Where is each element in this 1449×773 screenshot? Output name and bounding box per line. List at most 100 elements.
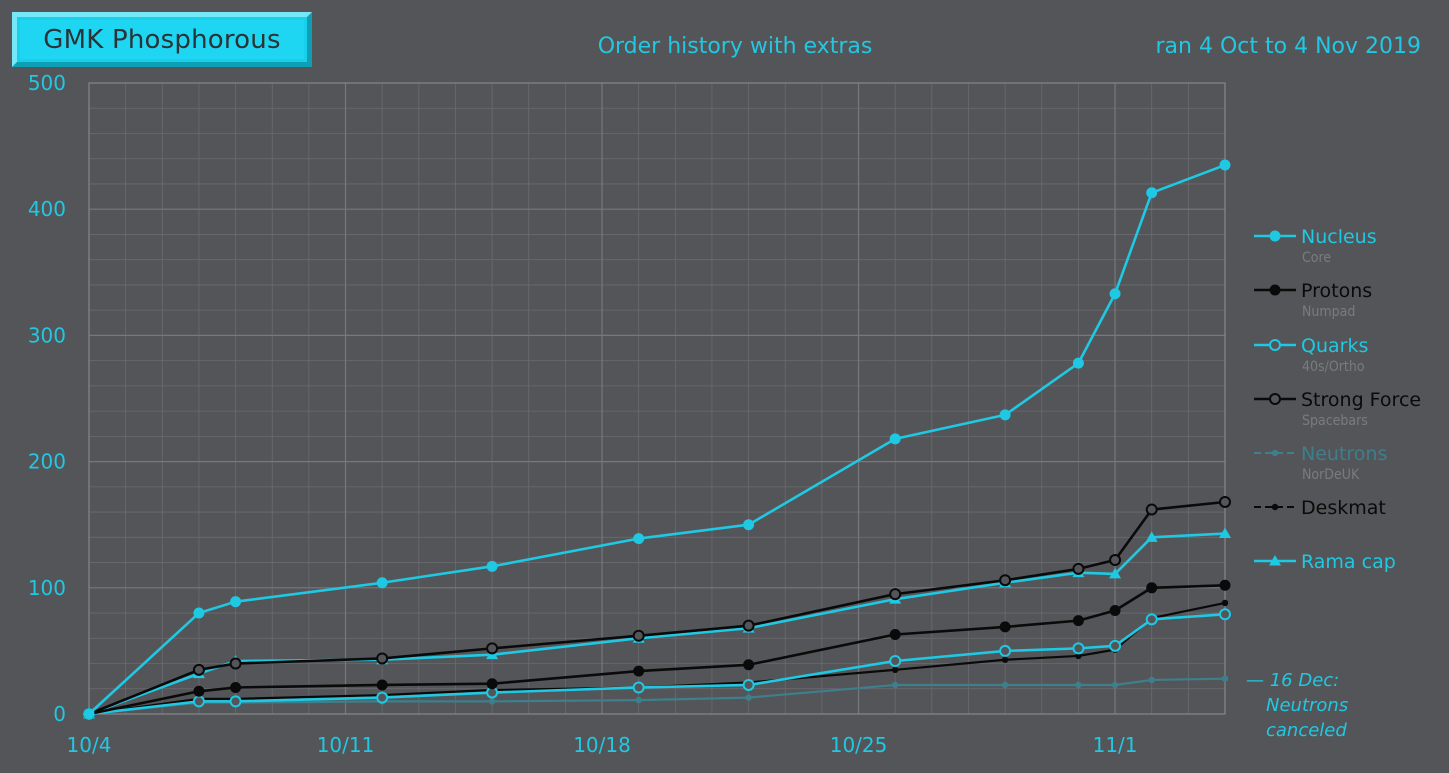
data-point-strong-force — [1219, 495, 1231, 508]
data-point-deskmat — [891, 666, 899, 674]
y-tick-label: 200 — [28, 450, 66, 474]
data-point-protons — [633, 665, 645, 677]
chart-axes — [88, 82, 1226, 715]
data-point-quarks — [376, 691, 389, 704]
annotation-neutrons-canceled: — 16 Dec: Neutrons canceled — [1246, 668, 1348, 743]
data-point-strong-force — [192, 663, 205, 676]
y-tick-label: 500 — [28, 71, 66, 95]
data-point-nucleus — [83, 708, 95, 720]
legend-label: Rama cap — [1301, 551, 1396, 573]
data-point-rama-cap — [1109, 567, 1122, 579]
data-point-nucleus — [1109, 288, 1121, 300]
data-point-neutrons — [635, 696, 642, 704]
x-tick-label: 10/11 — [317, 733, 375, 757]
brand-badge: GMK Phosphorous — [12, 12, 312, 67]
series-quarks — [83, 608, 1231, 720]
series-line-nucleus — [88, 163, 1226, 715]
legend-swatch-marker — [1269, 555, 1281, 566]
annotation-line-1: — 16 Dec: — [1246, 670, 1340, 691]
series-line-neutrons — [88, 677, 1226, 716]
legend-item-neutrons: Neutrons NorDeUK — [1252, 443, 1442, 491]
series-nucleus — [83, 159, 1231, 720]
data-point-nucleus — [1072, 357, 1084, 369]
data-point-nucleus — [633, 533, 645, 545]
data-point-strong-force — [889, 588, 902, 601]
data-point-neutrons — [891, 681, 899, 689]
data-point-protons — [999, 621, 1011, 633]
data-point-nucleus — [743, 519, 755, 531]
x-tick-label: 10/4 — [67, 733, 112, 757]
y-tick-label: 100 — [28, 576, 66, 600]
data-point-protons — [1146, 582, 1158, 594]
data-point-strong-force — [999, 574, 1012, 587]
data-point-quarks — [229, 695, 242, 708]
series-line-strong-force — [88, 500, 1226, 716]
data-point-quarks — [999, 644, 1012, 657]
legend-sublabel: Core — [1302, 250, 1332, 266]
series-strong-force — [83, 495, 1231, 720]
data-point-deskmat — [1001, 656, 1009, 663]
legend-swatch-nucleus — [1254, 230, 1296, 242]
data-point-strong-force — [1145, 503, 1158, 516]
data-point-quarks — [1072, 642, 1085, 655]
data-point-strong-force — [1109, 554, 1122, 567]
data-point-deskmat — [1075, 652, 1082, 660]
data-point-protons — [486, 678, 498, 690]
data-point-nucleus — [999, 409, 1011, 421]
legend-label: Nucleus — [1301, 226, 1377, 248]
legend-swatch-marker — [1271, 449, 1279, 457]
data-point-neutrons — [1221, 675, 1229, 682]
data-point-rama-cap — [1219, 527, 1231, 539]
legend-label: Strong Force — [1301, 389, 1422, 411]
data-point-quarks — [742, 678, 755, 691]
legend-label: Protons — [1301, 280, 1373, 302]
annotation-line-2: Neutrons — [1266, 695, 1349, 716]
legend-swatch-rama-cap — [1254, 555, 1296, 566]
grid-major — [89, 83, 1225, 714]
series-line-deskmat — [88, 601, 1226, 716]
x-axis-ticks: 10/4 10/11 10/18 10/25 11/1 — [67, 733, 1138, 757]
legend-item-strong-force: Strong Force Spacebars — [1252, 389, 1442, 437]
data-point-protons — [889, 628, 901, 640]
data-point-protons — [193, 685, 205, 697]
data-point-quarks — [1145, 613, 1158, 626]
data-point-protons — [230, 681, 242, 693]
data-point-nucleus — [230, 596, 242, 608]
data-point-neutrons — [1075, 681, 1082, 689]
data-point-quarks — [632, 681, 645, 694]
x-tick-label: 10/25 — [830, 733, 888, 757]
legend-swatch-strong-force — [1254, 393, 1296, 405]
data-point-neutrons — [1148, 676, 1155, 684]
legend-label: Quarks — [1301, 335, 1369, 357]
data-point-neutrons — [1111, 681, 1119, 689]
data-point-nucleus — [193, 607, 205, 619]
data-point-strong-force — [376, 652, 389, 665]
series-layer — [83, 159, 1231, 720]
legend-swatch-marker — [1269, 284, 1281, 296]
data-point-protons — [376, 679, 388, 691]
legend-sublabel: Numpad — [1302, 304, 1356, 320]
annotation-line-3: canceled — [1266, 720, 1347, 741]
y-tick-label: 300 — [28, 323, 66, 347]
data-point-nucleus — [1219, 159, 1231, 171]
data-point-nucleus — [1146, 187, 1158, 199]
data-point-neutrons — [488, 698, 496, 705]
legend-swatch-deskmat — [1254, 503, 1296, 511]
legend-label: Deskmat — [1301, 497, 1386, 519]
data-point-protons — [743, 659, 755, 671]
legend-item-nucleus: Nucleus Core — [1252, 226, 1442, 274]
legend-swatch-marker — [1269, 230, 1281, 242]
legend-item-protons: Protons Numpad — [1252, 280, 1442, 328]
legend-sublabel: 40s/Ortho — [1302, 359, 1365, 375]
data-point-quarks — [889, 654, 902, 667]
series-neutrons — [85, 675, 1229, 718]
data-point-quarks — [1109, 639, 1122, 652]
legend-swatch-marker — [1269, 339, 1281, 351]
legend-item-deskmat: Deskmat — [1252, 497, 1442, 545]
data-point-quarks — [1219, 608, 1231, 621]
data-point-nucleus — [376, 577, 388, 589]
grid-minor — [89, 83, 1225, 714]
data-point-nucleus — [486, 560, 498, 572]
y-axis-ticks: 0 100 200 300 400 500 — [28, 71, 66, 726]
